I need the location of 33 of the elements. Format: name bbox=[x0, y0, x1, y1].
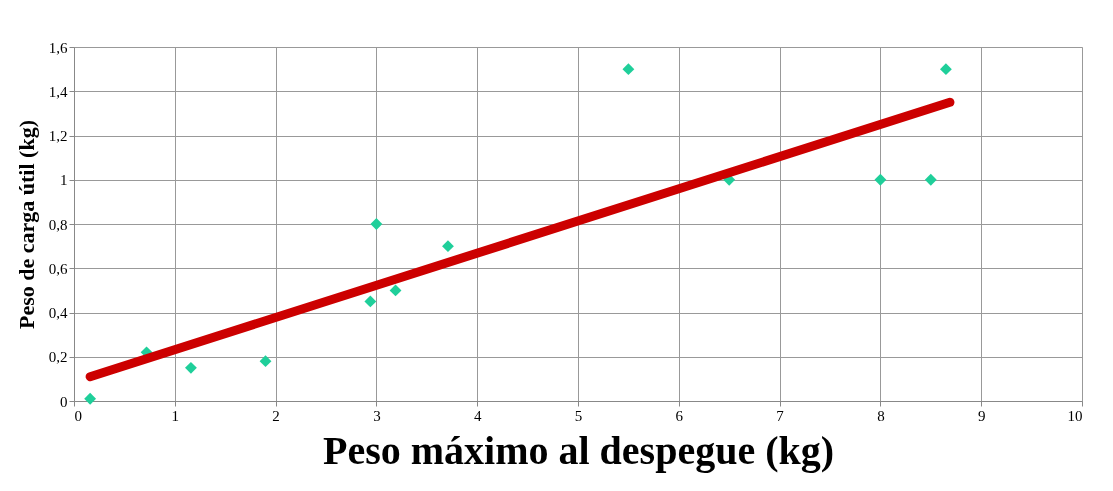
point bbox=[924, 173, 937, 186]
y-tick-label: 0,8 bbox=[48, 216, 68, 233]
x-tick-label: 2 bbox=[272, 407, 280, 424]
point bbox=[185, 361, 197, 374]
x-tick-label: 1 bbox=[171, 407, 180, 424]
y-axis-title: Peso de carga útil (kg) bbox=[13, 120, 39, 329]
point bbox=[622, 63, 635, 76]
point bbox=[370, 218, 383, 230]
x-tick-label: 10 bbox=[1067, 407, 1083, 424]
point bbox=[364, 295, 377, 308]
y-tick-label: 0,6 bbox=[48, 260, 68, 277]
point bbox=[442, 240, 454, 253]
y-tick-label: 0 bbox=[60, 393, 68, 410]
x-tick-label: 7 bbox=[776, 407, 785, 424]
y-tick-label: 1,6 bbox=[48, 39, 68, 56]
y-tick-label: 1 bbox=[60, 172, 68, 189]
x-tick-label: 8 bbox=[877, 407, 885, 424]
point bbox=[874, 173, 887, 186]
x-axis-title: Peso máximo al despegue (kg) bbox=[322, 427, 835, 473]
x-tick-label: 0 bbox=[74, 407, 82, 424]
point bbox=[940, 63, 952, 76]
point bbox=[259, 355, 272, 368]
x-tick-label: 5 bbox=[574, 407, 583, 424]
x-tick-label: 3 bbox=[373, 407, 381, 424]
x-tick-label: 6 bbox=[675, 407, 684, 424]
y-tick-label: 1,4 bbox=[48, 83, 68, 100]
x-tick-label: 4 bbox=[473, 407, 482, 424]
point bbox=[84, 392, 97, 405]
y-tick-label: 0,4 bbox=[48, 305, 68, 321]
point bbox=[389, 284, 402, 297]
y-tick-label: 1,2 bbox=[48, 128, 68, 144]
y-tick-label: 0,2 bbox=[48, 349, 68, 366]
x-tick-label: 9 bbox=[977, 407, 986, 424]
